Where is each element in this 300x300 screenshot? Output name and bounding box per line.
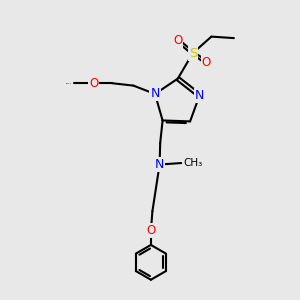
Text: S: S bbox=[189, 46, 197, 60]
Text: N: N bbox=[155, 158, 164, 171]
Text: O: O bbox=[89, 77, 98, 90]
Text: O: O bbox=[146, 224, 155, 237]
Text: methoxy: methoxy bbox=[66, 82, 72, 84]
Text: CH₃: CH₃ bbox=[183, 158, 202, 168]
Text: O: O bbox=[173, 34, 182, 47]
Text: O: O bbox=[202, 56, 211, 69]
Text: N: N bbox=[150, 88, 160, 100]
Text: N: N bbox=[195, 89, 204, 102]
